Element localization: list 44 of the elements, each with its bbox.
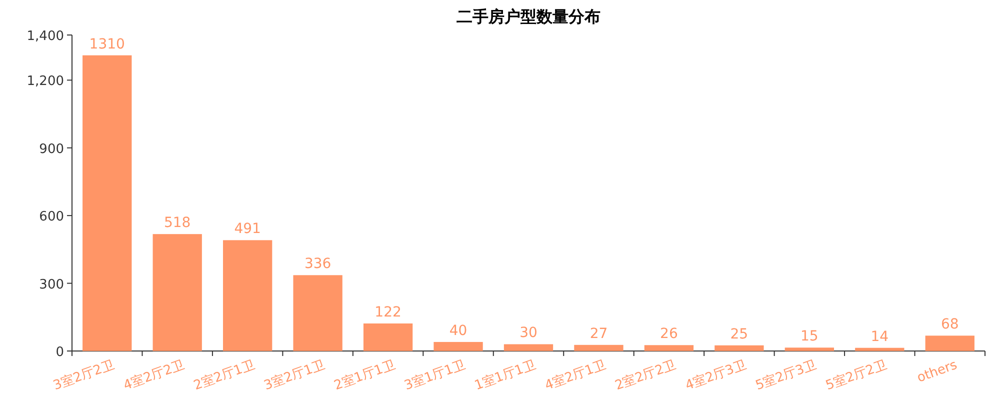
data-label: 1310 — [89, 36, 125, 52]
data-label: 15 — [800, 328, 818, 345]
data-label: 122 — [374, 304, 402, 320]
bar — [504, 344, 554, 351]
x-tick-label: 5室2厅2卫 — [824, 356, 890, 394]
y-tick-label: 300 — [39, 277, 64, 292]
x-tick-label: 2室2厅1卫 — [191, 356, 257, 394]
chart-title: 二手房户型数量分布 — [456, 7, 600, 26]
y-tick-label: 1,200 — [26, 74, 64, 90]
y-tick-label: 1,400 — [26, 29, 64, 44]
x-tick-label: 2室1厅1卫 — [332, 356, 398, 394]
x-tick-label: 3室2厅1卫 — [262, 356, 328, 394]
data-label: 26 — [660, 326, 678, 342]
bar — [82, 55, 132, 351]
x-tick-label: 4室2厅2卫 — [121, 356, 187, 394]
bar — [855, 348, 904, 351]
x-tick-label: 4室2厅3卫 — [683, 356, 749, 394]
bar — [714, 345, 764, 351]
bar — [363, 323, 413, 351]
y-tick-label: 600 — [39, 210, 64, 225]
bar — [784, 348, 834, 351]
data-label: 336 — [304, 256, 332, 272]
bar — [222, 240, 272, 351]
data-label: 14 — [870, 328, 889, 345]
x-tick-label: 4室2厅1卫 — [542, 356, 608, 394]
data-label: 27 — [590, 326, 608, 342]
bar — [434, 342, 483, 351]
data-label: 25 — [730, 326, 748, 342]
x-tick-label: others — [915, 358, 960, 386]
x-tick-label: 5室2厅3卫 — [753, 356, 819, 394]
data-label: 68 — [940, 316, 959, 333]
data-label: 518 — [164, 215, 191, 232]
bar — [925, 336, 974, 351]
bar — [152, 234, 202, 351]
bar — [644, 345, 694, 351]
x-tick-label: 3室1厅1卫 — [402, 356, 468, 394]
data-label: 40 — [449, 322, 468, 339]
data-label: 491 — [234, 221, 261, 238]
x-tick-label: 2室2厅2卫 — [612, 356, 678, 394]
y-tick-label: 900 — [39, 142, 64, 157]
bar — [293, 275, 342, 351]
data-label: 30 — [520, 325, 538, 342]
bar — [574, 344, 624, 351]
x-tick-label: 1室1厅1卫 — [472, 356, 538, 394]
